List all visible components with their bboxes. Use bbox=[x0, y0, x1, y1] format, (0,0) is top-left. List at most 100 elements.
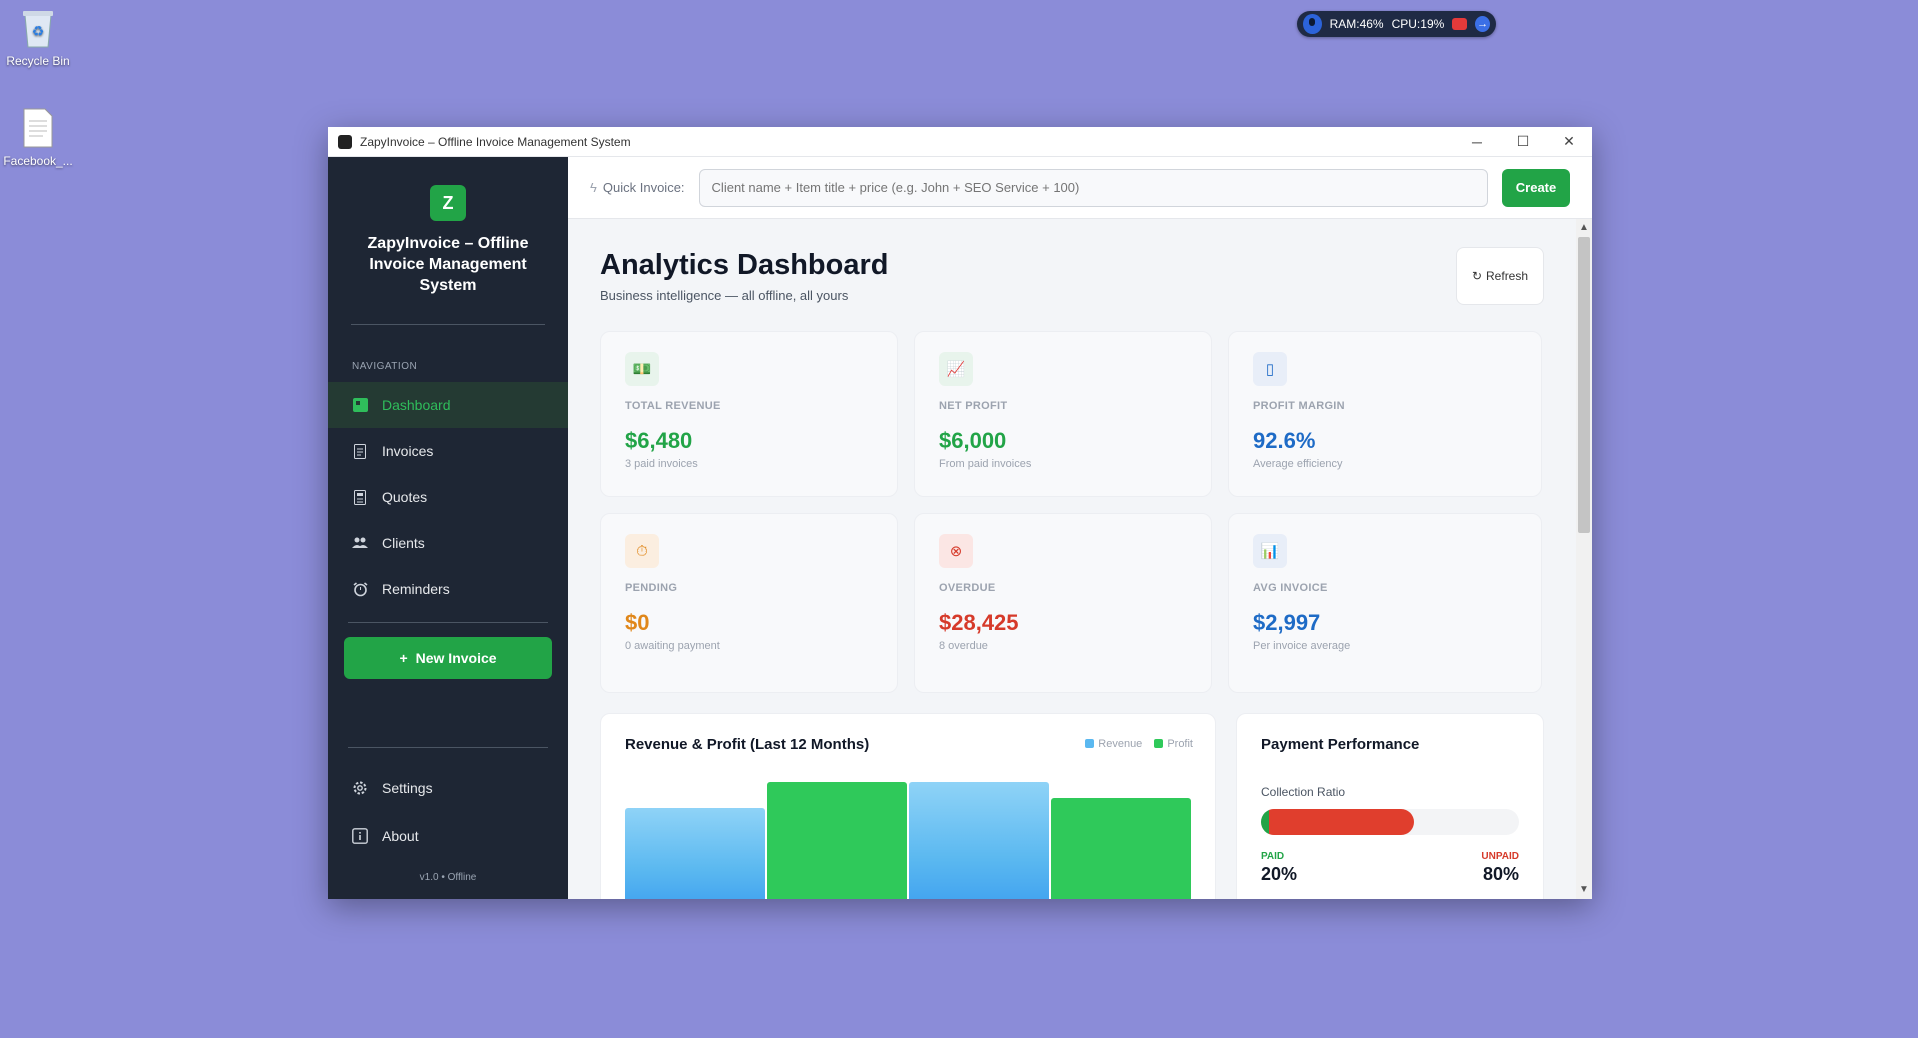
sidebar-item-label: Reminders bbox=[382, 581, 450, 597]
stat-label: TOTAL REVENUE bbox=[625, 400, 721, 412]
scrollbar-thumb[interactable] bbox=[1578, 237, 1590, 533]
stat-label: PENDING bbox=[625, 582, 678, 594]
refresh-label: Refresh bbox=[1486, 269, 1529, 283]
money-icon: 💵 bbox=[625, 352, 659, 386]
payment-title: Payment Performance bbox=[1261, 736, 1420, 753]
alarm-icon bbox=[352, 581, 368, 597]
new-invoice-button[interactable]: + New Invoice bbox=[344, 637, 552, 679]
quick-invoice-label: Quick Invoice: bbox=[602, 180, 685, 195]
sidebar-item-reminders[interactable]: Reminders bbox=[328, 566, 568, 612]
main-area: ϟ Quick Invoice: Create Analytics Dashbo… bbox=[568, 157, 1592, 899]
quick-invoice-bar: ϟ Quick Invoice: Create bbox=[568, 157, 1592, 219]
sidebar-item-invoices[interactable]: Invoices bbox=[328, 428, 568, 474]
stat-value: $28,425 bbox=[939, 610, 1019, 635]
sidebar-item-label: Settings bbox=[382, 780, 433, 796]
desktop-icon-recycle-bin[interactable]: ♻ Recycle Bin bbox=[0, 6, 76, 68]
scrollbar[interactable]: ▲ ▼ bbox=[1576, 219, 1592, 899]
paid-label: PAID bbox=[1261, 851, 1285, 862]
sidebar-item-label: Invoices bbox=[382, 443, 434, 459]
divider bbox=[348, 747, 548, 748]
stat-label: NET PROFIT bbox=[939, 400, 1008, 412]
version-label: v1.0 • Offline bbox=[419, 872, 477, 883]
app-logo: Z bbox=[430, 185, 466, 221]
mic-icon bbox=[1303, 14, 1322, 34]
lightning-icon: ϟ bbox=[590, 180, 597, 195]
stat-subtext: Average efficiency bbox=[1253, 458, 1343, 470]
document-icon bbox=[18, 106, 58, 150]
stat-label: OVERDUE bbox=[939, 582, 996, 594]
close-button[interactable]: ✕ bbox=[1563, 133, 1575, 149]
app-window: ZapyInvoice – Offline Invoice Management… bbox=[328, 127, 1592, 899]
unpaid-label: UNPAID bbox=[1481, 851, 1519, 862]
create-button[interactable]: Create bbox=[1502, 168, 1570, 207]
minimize-button[interactable]: ─ bbox=[1472, 133, 1482, 150]
bar-revenue-1 bbox=[909, 782, 1049, 899]
record-icon[interactable] bbox=[1452, 18, 1468, 30]
sidebar-item-clients[interactable]: Clients bbox=[328, 520, 568, 566]
sidebar-item-settings[interactable]: Settings bbox=[328, 764, 568, 812]
app-icon bbox=[338, 134, 352, 149]
legend-item-revenue: Revenue bbox=[1085, 738, 1142, 750]
chart-title: Revenue & Profit (Last 12 Months) bbox=[625, 736, 870, 753]
refresh-icon: ↻ bbox=[1471, 269, 1483, 283]
ram-readout: RAM:46% bbox=[1329, 17, 1384, 31]
sidebar-item-about[interactable]: About bbox=[328, 812, 568, 860]
invoice-icon bbox=[352, 443, 368, 459]
desktop-icon-facebook[interactable]: Facebook_... bbox=[0, 106, 76, 168]
arrow-right-icon[interactable]: → bbox=[1475, 16, 1490, 32]
divider bbox=[351, 324, 545, 325]
stat-card-profit-margin: ▯ PROFIT MARGIN 92.6% Average efficiency bbox=[1228, 331, 1542, 497]
window-title: ZapyInvoice – Offline Invoice Management… bbox=[360, 134, 631, 149]
sidebar-item-label: Dashboard bbox=[382, 397, 451, 413]
timer-icon: ⏱ bbox=[625, 534, 659, 568]
info-icon bbox=[352, 828, 368, 844]
scroll-up-icon[interactable]: ▲ bbox=[1579, 222, 1589, 233]
stat-value: 92.6% bbox=[1253, 428, 1316, 453]
cpu-readout: CPU:19% bbox=[1391, 17, 1445, 31]
sidebar: Z ZapyInvoice – Offline Invoice Manageme… bbox=[328, 157, 568, 899]
stat-card-avg-invoice: 📊 AVG INVOICE $2,997 Per invoice average bbox=[1228, 513, 1542, 693]
payment-performance-panel: Payment Performance Collection Ratio PAI… bbox=[1236, 713, 1544, 899]
stat-card-total-revenue: 💵 TOTAL REVENUE $6,480 3 paid invoices bbox=[600, 331, 898, 497]
scroll-down-icon[interactable]: ▼ bbox=[1579, 884, 1589, 895]
system-monitor-widget[interactable]: RAM:46% CPU:19% → bbox=[1297, 11, 1496, 37]
stat-value: $6,000 bbox=[939, 428, 1007, 453]
bar-profit-1 bbox=[1051, 797, 1191, 899]
sidebar-item-quotes[interactable]: Quotes bbox=[328, 474, 568, 520]
stat-subtext: 0 awaiting payment bbox=[625, 640, 720, 652]
stat-subtext: 8 overdue bbox=[939, 640, 988, 652]
stat-subtext: 3 paid invoices bbox=[625, 458, 698, 470]
sidebar-item-dashboard[interactable]: Dashboard bbox=[328, 382, 568, 428]
divider bbox=[348, 622, 548, 623]
dashboard-icon bbox=[352, 397, 368, 413]
desktop-icon-label: Facebook_... bbox=[3, 154, 73, 168]
revenue-profit-chart bbox=[625, 782, 1191, 899]
report-icon: 📊 bbox=[1253, 534, 1287, 568]
clients-icon bbox=[352, 535, 368, 551]
sidebar-item-label: Clients bbox=[382, 535, 425, 551]
stat-subtext: From paid invoices bbox=[939, 458, 1032, 470]
stat-card-net-profit: 📈 NET PROFIT $6,000 From paid invoices bbox=[914, 331, 1212, 497]
unpaid-fill bbox=[1269, 809, 1414, 835]
stat-value: $6,480 bbox=[625, 428, 693, 453]
target-icon: ▯ bbox=[1253, 352, 1287, 386]
recycle-bin-icon: ♻ bbox=[18, 6, 58, 50]
stat-card-overdue: ⊗ OVERDUE $28,425 8 overdue bbox=[914, 513, 1212, 693]
paid-value: 20% bbox=[1261, 864, 1298, 884]
revenue-chart-panel: Revenue & Profit (Last 12 Months) Revenu… bbox=[600, 713, 1216, 899]
paid-fill bbox=[1261, 809, 1270, 835]
refresh-button[interactable]: ↻ Refresh bbox=[1456, 247, 1544, 305]
stat-card-pending: ⏱ PENDING $0 0 awaiting payment bbox=[600, 513, 898, 693]
stat-cards: 💵 TOTAL REVENUE $6,480 3 paid invoices 📈 NET … bbox=[600, 331, 1544, 693]
nav-heading: NAVIGATION bbox=[352, 361, 418, 372]
collection-ratio-label: Collection Ratio bbox=[1261, 785, 1346, 799]
desktop-icon-label: Recycle Bin bbox=[6, 54, 70, 68]
stat-value: $0 bbox=[625, 610, 650, 635]
title-bar: ZapyInvoice – Offline Invoice Management… bbox=[328, 127, 1592, 157]
bar-revenue-0 bbox=[625, 808, 765, 899]
quick-invoice-input[interactable] bbox=[698, 168, 1488, 207]
sidebar-item-label: About bbox=[382, 828, 419, 844]
legend-item-profit: Profit bbox=[1154, 738, 1193, 750]
unpaid-value: 80% bbox=[1482, 864, 1519, 884]
maximize-button[interactable]: ☐ bbox=[1516, 133, 1530, 149]
